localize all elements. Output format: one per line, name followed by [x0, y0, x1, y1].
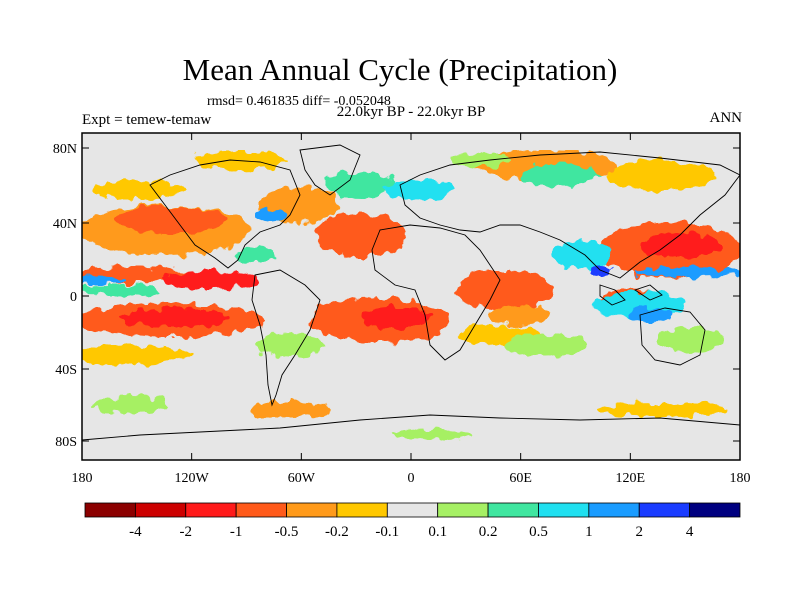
colorbar-swatch	[638, 502, 691, 518]
time-period-label: 22.0kyr BP - 22.0kyr BP	[336, 104, 486, 120]
season-label: ANN	[709, 110, 743, 126]
colorbar-swatch	[538, 502, 590, 518]
precipitation-map	[81, 132, 741, 461]
north-america-outline	[149, 159, 301, 269]
colorbar-label: -2	[180, 524, 193, 540]
x-tick-label: 60W	[288, 471, 316, 486]
colorbar-label: 0.5	[529, 524, 548, 540]
colorbar-swatch	[286, 502, 338, 518]
continent-outlines	[82, 144, 740, 441]
x-tick-label: 180	[730, 471, 751, 486]
colorbar-label: -1	[230, 524, 243, 540]
colorbar-swatch	[134, 502, 187, 518]
colorbar-label: 0.1	[428, 524, 447, 540]
colorbar-swatch	[437, 502, 489, 518]
y-tick-label: 40S	[55, 363, 77, 378]
precipitation-anomaly-field	[82, 150, 740, 441]
greenland-outline	[299, 144, 361, 196]
colorbar-label: 4	[686, 524, 694, 540]
maritime-continent-outline	[599, 284, 663, 306]
colorbar-swatch	[386, 502, 439, 518]
x-tick-label: 120W	[175, 471, 210, 486]
x-tick-label: 120E	[616, 471, 646, 486]
longitude-axis: 180 120W 60W 0 60E 120E 180	[72, 133, 751, 486]
colorbar-label: 0.2	[479, 524, 498, 540]
latitude-axis: 80N 40N 0 40S 80S	[53, 142, 740, 450]
africa-outline	[371, 224, 501, 361]
colorbar-swatch	[336, 502, 388, 518]
colorbar-label: 1	[585, 524, 593, 540]
y-tick-label: 80N	[53, 142, 77, 157]
x-tick-label: 60E	[509, 471, 532, 486]
colorbar: -4 -2 -1 -0.5 -0.2 -0.1 0.1 0.2 0.5 1 2 4	[84, 502, 741, 540]
antarctica-outline	[82, 414, 740, 441]
rmsd-diff-stats: rmsd= 0.461835 diff= -0.052048	[207, 94, 391, 109]
colorbar-label: -0.1	[375, 524, 399, 540]
colorbar-label: 2	[635, 524, 643, 540]
experiment-label: Expt = temew-temaw	[82, 112, 212, 128]
y-tick-label: 80S	[55, 435, 77, 450]
colorbar-swatch	[185, 502, 237, 518]
x-tick-label: 0	[408, 471, 415, 486]
colorbar-swatch	[235, 502, 287, 518]
colorbar-label: -0.2	[325, 524, 349, 540]
colorbar-swatch	[588, 502, 640, 518]
eurasia-outline	[399, 151, 740, 279]
colorbar-swatch	[487, 502, 539, 518]
chart-title: Mean Annual Cycle (Precipitation)	[182, 52, 618, 87]
y-tick-label: 0	[70, 290, 77, 305]
colorbar-swatch	[689, 502, 741, 518]
x-tick-label: 180	[72, 471, 93, 486]
colorbar-label: -4	[129, 524, 142, 540]
y-tick-label: 40N	[53, 217, 77, 232]
australia-outline	[639, 307, 706, 366]
south-america-outline	[251, 269, 321, 407]
colorbar-swatch	[84, 502, 136, 518]
colorbar-label: -0.5	[275, 524, 299, 540]
